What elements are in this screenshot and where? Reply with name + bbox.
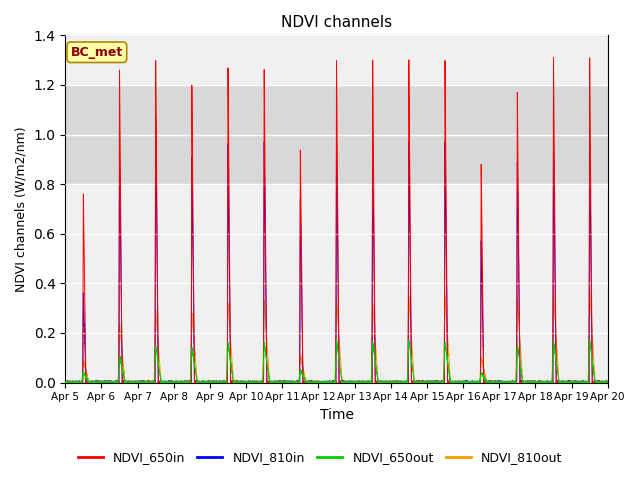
- Text: BC_met: BC_met: [70, 46, 123, 59]
- Y-axis label: NDVI channels (W/m2/nm): NDVI channels (W/m2/nm): [15, 126, 28, 292]
- Bar: [65, 85, 608, 184]
- Title: NDVI channels: NDVI channels: [281, 15, 392, 30]
- Legend: NDVI_650in, NDVI_810in, NDVI_650out, NDVI_810out: NDVI_650in, NDVI_810in, NDVI_650out, NDV…: [72, 446, 568, 469]
- X-axis label: Time: Time: [319, 408, 353, 422]
